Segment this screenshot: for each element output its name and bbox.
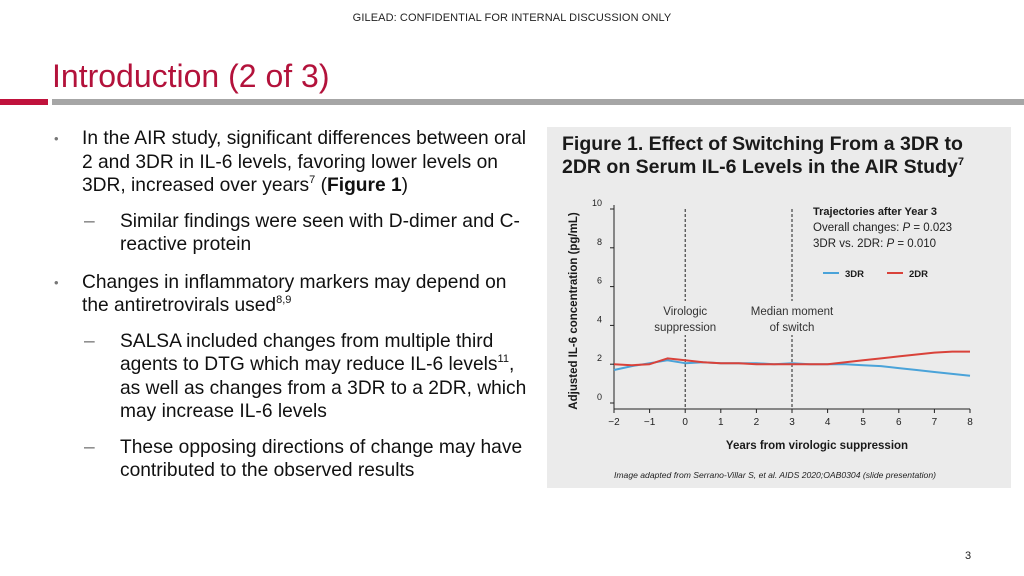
y-axis-label: Adjusted IL-6 concentration (pg/mL): [568, 212, 580, 410]
sub-bullet-text: Similar findings were seen with D-dimer …: [120, 210, 520, 256]
sub-bullet-item: – SALSA included changes from multiple t…: [54, 330, 534, 424]
x-tick-label: −2: [608, 417, 620, 428]
annotation-part: P: [887, 238, 895, 250]
reference-label-bg: [748, 301, 836, 335]
annotation-part: Overall changes:: [813, 222, 903, 234]
reference-label: suppression: [654, 322, 716, 334]
reference-label: of switch: [770, 322, 815, 334]
y-tick-label: 10: [592, 198, 602, 208]
x-tick-label: 6: [896, 417, 902, 428]
sub-bullet-item: – Similar findings were seen with D-dime…: [54, 210, 534, 257]
annotation-part: = 0.023: [910, 222, 952, 234]
bullet-list: • In the AIR study, significant differen…: [54, 127, 534, 483]
x-tick-label: 4: [825, 417, 831, 428]
annotation-stat: 3DR vs. 2DR: P = 0.010: [813, 238, 936, 250]
il6-line-chart: −2 −1 0 1 2 3 4 5 6 7 8 0 2 4 6 8 10 Years from virologic…: [568, 198, 973, 452]
paren-open: (: [320, 175, 328, 196]
annotation-part: 3DR vs. 2DR:: [813, 238, 887, 250]
bullet-item: • In the AIR study, significant differen…: [54, 127, 534, 198]
annotation-part: = 0.010: [894, 238, 936, 250]
x-tick-label: 8: [967, 417, 973, 428]
citation: 8,9: [276, 293, 292, 306]
citation: 7: [309, 173, 316, 186]
legend-label: 2DR: [909, 269, 928, 280]
reference-label: Virologic: [663, 306, 707, 318]
figure-title: Figure 1. Effect of Switching From a 3DR…: [562, 133, 1007, 179]
figure-panel: Figure 1. Effect of Switching From a 3DR…: [547, 127, 1011, 488]
x-axis-label: Years from virologic suppression: [726, 440, 908, 452]
annotation-heading: Trajectories after Year 3: [813, 206, 937, 218]
y-tick-label: 8: [597, 237, 602, 247]
x-tick-label: 2: [754, 417, 760, 428]
y-tick-label: 4: [597, 314, 602, 324]
title-rule: [52, 99, 1024, 105]
legend-label: 3DR: [845, 269, 864, 280]
slide-title: Introduction (2 of 3): [52, 58, 330, 94]
figure-source: Image adapted from Serrano-Villar S, et …: [614, 470, 936, 480]
x-tick-label: 0: [682, 417, 688, 428]
dash-marker: –: [84, 210, 95, 232]
citation: 11: [497, 352, 509, 365]
confidential-banner: GILEAD: CONFIDENTIAL FOR INTERNAL DISCUS…: [352, 12, 672, 24]
reference-label: Median moment: [751, 306, 834, 318]
paren-close: ): [401, 175, 409, 196]
x-tick-label: 1: [718, 417, 724, 428]
x-tick-label: 3: [789, 417, 795, 428]
bullet-text: In the AIR study, significant difference…: [82, 128, 527, 196]
y-tick-label: 2: [597, 353, 602, 363]
page-number: 3: [965, 550, 972, 562]
figure-ref: Figure 1: [327, 175, 402, 196]
bullet-item: • Changes in inflammatory markers may de…: [54, 271, 534, 318]
sub-bullet-text: These opposing directions of change may …: [120, 436, 523, 482]
figure-title-text: Figure 1. Effect of Switching From a 3DR…: [562, 133, 963, 178]
sub-bullet-item: – These opposing directions of change ma…: [54, 436, 534, 483]
dash-marker: –: [84, 436, 95, 458]
y-tick-label: 6: [597, 276, 602, 286]
citation: 7: [957, 155, 964, 168]
sub-bullet-text-cont: , as well as changes from a 3DR to a 2DR…: [120, 354, 527, 422]
bullet-marker: •: [54, 131, 59, 146]
x-tick-label: 5: [860, 417, 866, 428]
x-tick-label: −1: [644, 417, 656, 428]
series-line-3dr: [613, 359, 971, 377]
bullet-text: Changes in inflammatory markers may depe…: [82, 271, 507, 317]
annotation-stat: Overall changes: P = 0.023: [813, 222, 952, 234]
x-tick-label: 7: [932, 417, 938, 428]
reference-label-bg: [641, 301, 730, 335]
series-line-2dr: [613, 350, 970, 367]
bullet-marker: •: [54, 274, 59, 290]
y-tick-label: 0: [597, 392, 602, 402]
dash-marker: –: [84, 330, 95, 352]
sub-bullet-text: SALSA included changes from multiple thi…: [120, 330, 498, 376]
annotation-part: P: [903, 222, 911, 234]
title-rule-accent: [0, 99, 48, 105]
